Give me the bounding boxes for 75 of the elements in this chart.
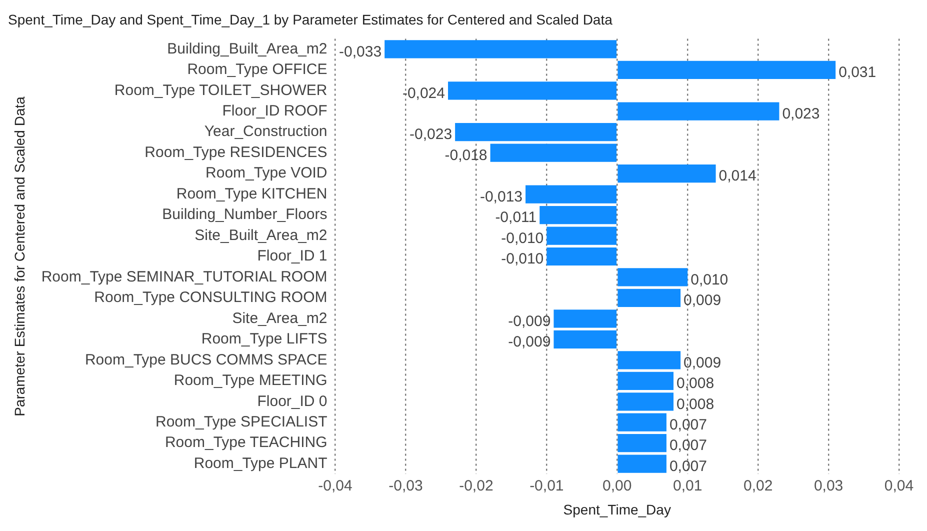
data-label: 0,014 [718, 168, 756, 185]
y-tick-label: Room_Type BUCS COMMS SPACE [84, 351, 328, 368]
data-label: -0,013 [480, 188, 523, 206]
bar [618, 351, 681, 370]
bar [618, 413, 666, 432]
data-label: -0,033 [339, 43, 382, 60]
y-tick-label: Site_Area_m2 [232, 310, 328, 327]
bar [490, 144, 617, 162]
x-tick-label: -0,02 [459, 477, 494, 494]
x-tick-label: 0,04 [884, 477, 914, 494]
x-tick-label: -0,03 [388, 477, 423, 494]
data-label: 0,031 [838, 64, 876, 82]
bar [384, 40, 617, 58]
y-tick-label: Room_Type RESIDENCES [144, 144, 328, 161]
y-tick-label: Building_Number_Floors [162, 206, 328, 224]
y-tick-label: Year_Construction [204, 123, 328, 140]
bar [618, 454, 666, 473]
bar [618, 60, 836, 79]
data-label: -0,010 [501, 230, 544, 247]
bar [618, 268, 688, 286]
y-tick-label: Room_Type MEETING [174, 372, 328, 390]
y-tick-label: Room_Type CONSULTING ROOM [94, 289, 328, 306]
data-label: 0,010 [690, 271, 728, 288]
y-tick-label: Room_Type SPECIALIST [156, 414, 328, 431]
x-tick-label: -0,04 [318, 477, 352, 494]
y-tick-label: Room_Type LIFTS [201, 330, 328, 348]
data-label: -0,018 [444, 146, 488, 164]
y-tick-label: Site_Built_Area_m2 [194, 226, 328, 244]
y-tick-label: Floor_ID ROOF [222, 102, 328, 120]
data-label: -0,011 [495, 209, 537, 226]
y-tick-label: Floor_ID 1 [257, 248, 328, 265]
data-label: -0,024 [402, 84, 446, 102]
x-tick-label: 0,03 [814, 477, 844, 494]
bar [618, 164, 716, 183]
data-label: 0,007 [669, 437, 708, 454]
y-tick-label: Room_Type SEMINAR_TUTORIAL ROOM [41, 268, 328, 286]
data-label: -0,023 [410, 126, 452, 144]
y-tick-label: Room_Type KITCHEN [176, 185, 328, 202]
bar [554, 330, 617, 348]
y-tick-label: Floor_ID 0 [257, 392, 328, 410]
x-tick-label: 0,02 [743, 477, 773, 494]
bar [546, 247, 617, 266]
x-tick-label: 0,00 [602, 477, 632, 494]
bar [618, 392, 674, 411]
bar [618, 102, 780, 120]
data-label: 0,008 [676, 396, 714, 413]
x-axis-title: Spent_Time_Day [563, 501, 671, 518]
y-tick-label: Building_Built_Area_m2 [167, 40, 328, 58]
bar [540, 206, 617, 224]
data-label: 0,009 [684, 354, 722, 372]
data-label: 0,009 [684, 292, 722, 310]
y-axis-title: Parameter Estimates for Centered and Scaled Data [11, 96, 28, 416]
bar [546, 226, 617, 245]
data-label: -0,010 [501, 250, 544, 268]
bar [618, 372, 674, 390]
data-label: 0,008 [676, 375, 714, 392]
bar [526, 185, 617, 204]
bar [618, 434, 666, 452]
data-label: 0,007 [669, 458, 708, 475]
data-label: -0,009 [508, 312, 551, 330]
y-tick-label: Room_Type TEACHING [164, 434, 328, 452]
bar [455, 123, 617, 142]
y-tick-label: Room_Type VOID [206, 164, 328, 182]
data-label: 0,007 [669, 416, 708, 434]
y-tick-label: Room_Type OFFICE [187, 61, 328, 78]
bar [448, 82, 617, 100]
chart-title: Spent_Time_Day and Spent_Time_Day_1 by Parameter Estimates for Centered and Scaled Data [8, 11, 613, 28]
x-tick-label: -0,01 [530, 477, 564, 494]
bar [618, 288, 681, 308]
x-tick-label: 0,01 [672, 477, 702, 494]
y-tick-label: Room_Type PLANT [194, 454, 328, 472]
data-label: 0,023 [782, 106, 820, 123]
y-tick-label: Room_Type TOILET_SHOWER [114, 82, 328, 99]
data-label: -0,009 [508, 334, 551, 351]
bar [554, 310, 617, 328]
